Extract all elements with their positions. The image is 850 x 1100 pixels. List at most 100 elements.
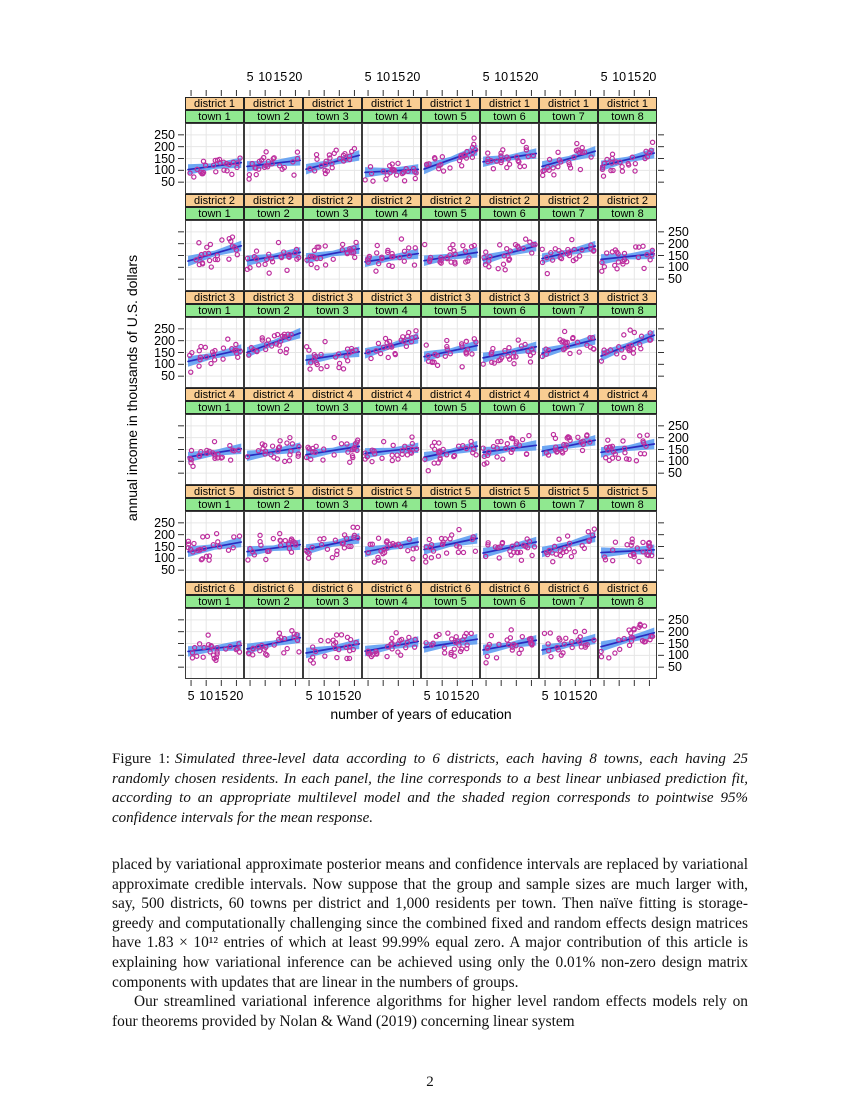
data-point	[605, 437, 611, 443]
data-point	[341, 545, 348, 551]
data-point	[215, 539, 221, 545]
data-point	[599, 268, 605, 274]
data-point	[201, 644, 207, 651]
page-number: 2	[426, 1074, 434, 1090]
data-point	[236, 641, 242, 647]
regression-line	[482, 639, 538, 651]
data-point	[500, 147, 506, 153]
data-point	[253, 165, 259, 171]
scatter-panel	[421, 414, 480, 485]
data-point	[447, 350, 453, 357]
data-point	[229, 171, 235, 178]
data-point	[506, 344, 512, 351]
data-point	[208, 264, 214, 270]
data-point	[370, 178, 376, 184]
data-point	[422, 456, 428, 463]
district-strip: district 5	[303, 485, 362, 498]
data-point	[197, 254, 203, 261]
data-point	[384, 653, 390, 660]
data-point	[250, 645, 256, 652]
data-point	[287, 452, 293, 458]
data-point	[585, 528, 592, 535]
data-point	[616, 344, 622, 350]
data-point	[195, 547, 201, 554]
lattice-canvas: district 1 town 1 district 1 town 2 district…	[105, 60, 785, 750]
y-tick-label: 100	[668, 454, 689, 469]
data-point	[644, 154, 651, 160]
data-point	[313, 151, 320, 158]
data-point	[294, 637, 301, 644]
data-point	[246, 176, 252, 182]
data-point	[515, 337, 521, 343]
data-point	[291, 634, 297, 641]
data-point	[511, 361, 517, 367]
data-point	[389, 254, 395, 260]
data-point	[616, 637, 622, 643]
data-point	[197, 547, 203, 553]
data-point	[380, 438, 387, 445]
data-point	[604, 250, 610, 256]
data-point	[383, 539, 390, 545]
district-strip: district 4	[362, 388, 421, 401]
data-point	[255, 166, 262, 172]
data-point	[432, 351, 438, 357]
district-strip: district 5	[539, 485, 598, 498]
data-point	[644, 252, 650, 258]
data-point	[389, 452, 395, 458]
data-point	[237, 155, 243, 161]
data-point	[510, 354, 516, 360]
data-point	[489, 359, 495, 365]
x-tick-label: 15	[214, 689, 229, 703]
data-point	[553, 444, 559, 450]
town-strip: town 1	[185, 207, 244, 220]
town-strip: town 5	[421, 595, 480, 608]
y-tick-label: 250	[668, 224, 689, 239]
data-point	[313, 443, 319, 449]
town-strip: town 7	[539, 595, 598, 608]
data-point	[352, 254, 358, 261]
data-point	[559, 450, 566, 456]
data-point	[541, 630, 548, 637]
data-point	[318, 366, 324, 372]
y-tick-label: 100	[668, 260, 689, 275]
data-point	[466, 255, 472, 261]
data-point	[577, 639, 583, 645]
data-point	[346, 543, 352, 550]
scatter-panel	[244, 220, 303, 291]
data-point	[458, 163, 465, 169]
data-point	[637, 621, 643, 628]
data-point	[339, 540, 345, 547]
data-point	[440, 168, 447, 174]
data-point	[579, 144, 585, 151]
data-point	[556, 536, 562, 542]
data-point	[602, 557, 609, 563]
town-strip: town 4	[362, 110, 421, 123]
data-point	[322, 262, 329, 268]
data-point	[226, 235, 232, 242]
scatter-panel	[185, 220, 244, 291]
data-point	[634, 545, 640, 551]
district-strip: district 5	[185, 485, 244, 498]
y-tick-label: 50	[668, 466, 682, 481]
data-point	[606, 655, 612, 661]
data-point	[227, 442, 233, 449]
district-strip: district 2	[362, 194, 421, 207]
data-point	[505, 253, 511, 259]
data-point	[188, 447, 195, 454]
data-point	[206, 257, 213, 264]
data-point	[452, 259, 458, 265]
data-point	[321, 535, 327, 542]
data-point	[469, 536, 475, 543]
data-point	[451, 452, 458, 459]
data-point	[551, 172, 557, 178]
x-tick-label: 5	[600, 70, 608, 84]
data-point	[578, 644, 585, 650]
data-point	[518, 557, 525, 563]
district-strip: district 3	[421, 291, 480, 304]
data-point	[381, 546, 387, 553]
town-strip: town 6	[480, 304, 539, 317]
data-point	[285, 331, 291, 337]
data-point	[226, 256, 232, 262]
data-point	[366, 255, 372, 261]
